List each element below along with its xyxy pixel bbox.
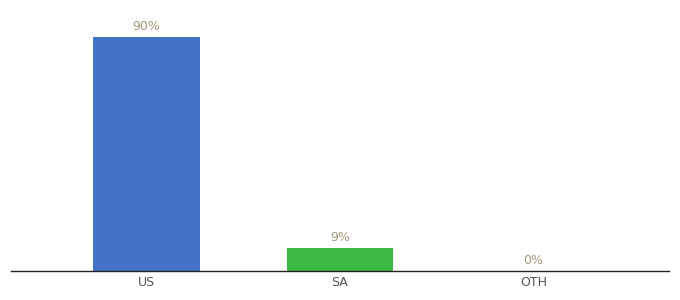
Text: 90%: 90% [133, 20, 160, 33]
Bar [93, 37, 200, 271]
Text: 0%: 0% [524, 254, 543, 267]
Bar [287, 248, 393, 271]
Text: 9%: 9% [330, 231, 350, 244]
